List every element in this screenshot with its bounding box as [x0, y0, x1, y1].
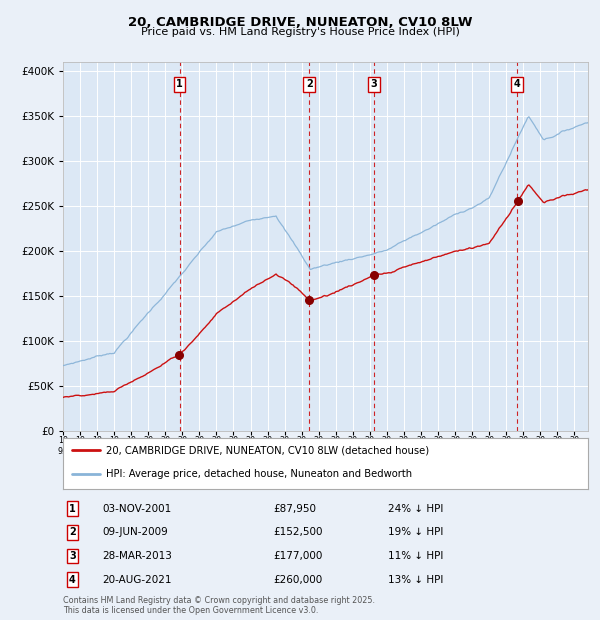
Text: 1: 1	[176, 79, 183, 89]
Text: 3: 3	[69, 551, 76, 561]
Text: 20-AUG-2021: 20-AUG-2021	[103, 575, 172, 585]
Text: 20, CAMBRIDGE DRIVE, NUNEATON, CV10 8LW (detached house): 20, CAMBRIDGE DRIVE, NUNEATON, CV10 8LW …	[106, 445, 429, 456]
Text: 03-NOV-2001: 03-NOV-2001	[103, 504, 172, 514]
Text: 2: 2	[69, 528, 76, 538]
Text: Price paid vs. HM Land Registry's House Price Index (HPI): Price paid vs. HM Land Registry's House …	[140, 27, 460, 37]
Text: 13% ↓ HPI: 13% ↓ HPI	[389, 575, 444, 585]
Text: 2: 2	[306, 79, 313, 89]
Text: £87,950: £87,950	[273, 504, 316, 514]
Text: Contains HM Land Registry data © Crown copyright and database right 2025.: Contains HM Land Registry data © Crown c…	[63, 596, 375, 606]
Text: 28-MAR-2013: 28-MAR-2013	[103, 551, 172, 561]
Text: 4: 4	[514, 79, 520, 89]
Text: £260,000: £260,000	[273, 575, 322, 585]
Text: £177,000: £177,000	[273, 551, 322, 561]
Text: 3: 3	[370, 79, 377, 89]
Text: HPI: Average price, detached house, Nuneaton and Bedworth: HPI: Average price, detached house, Nune…	[106, 469, 412, 479]
Text: This data is licensed under the Open Government Licence v3.0.: This data is licensed under the Open Gov…	[63, 606, 319, 616]
Text: 1: 1	[69, 504, 76, 514]
Text: 20, CAMBRIDGE DRIVE, NUNEATON, CV10 8LW: 20, CAMBRIDGE DRIVE, NUNEATON, CV10 8LW	[128, 16, 472, 29]
Text: 19% ↓ HPI: 19% ↓ HPI	[389, 528, 444, 538]
Text: 11% ↓ HPI: 11% ↓ HPI	[389, 551, 444, 561]
Text: £152,500: £152,500	[273, 528, 323, 538]
Text: 4: 4	[69, 575, 76, 585]
Text: 09-JUN-2009: 09-JUN-2009	[103, 528, 168, 538]
Text: 24% ↓ HPI: 24% ↓ HPI	[389, 504, 444, 514]
